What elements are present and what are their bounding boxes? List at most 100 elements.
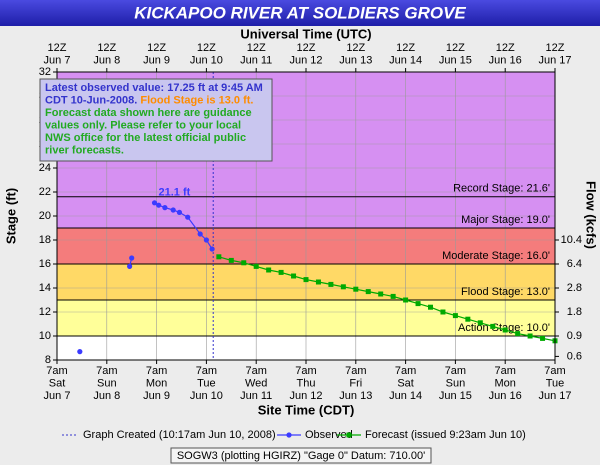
x2-tick-label: 12Z (446, 42, 465, 54)
marker (527, 333, 533, 339)
y-tick-label: 32 (39, 66, 51, 78)
marker (315, 279, 321, 285)
marker (228, 257, 234, 263)
x2-tick-label: 12Z (346, 42, 365, 54)
x-tick-label: Thu (297, 377, 316, 389)
footer: SOGW3 (plotting HGIRZ) "Gage 0" Datum: 7… (177, 450, 425, 462)
marker (156, 202, 162, 208)
marker (390, 293, 396, 299)
y2-axis-title: Flow (kcfs) (584, 181, 599, 249)
x-tick-label: Fri (349, 377, 362, 389)
x-tick-label: Jun 11 (240, 390, 272, 402)
marker (303, 277, 309, 283)
plot-frame (56, 71, 556, 361)
x2-tick-label: 12Z (147, 42, 166, 54)
marker (340, 284, 346, 290)
marker (440, 309, 446, 315)
info-line: values only. Please refer to your local (45, 119, 241, 131)
y-tick-label: 16 (39, 258, 51, 270)
marker (127, 263, 133, 269)
x-tick-label: Jun 10 (190, 390, 223, 402)
x-tick-label: 7am (146, 365, 167, 377)
y-tick-label: 22 (39, 186, 51, 198)
marker (278, 269, 284, 275)
y-tick-label: 20 (39, 210, 51, 222)
info-box-frame (39, 78, 273, 162)
marker (129, 255, 135, 261)
marker (253, 263, 259, 269)
stage-label: Flood Stage: 13.0' (461, 286, 550, 298)
info-line: NWS office for the latest official publi… (45, 132, 246, 144)
y2-tick-label: 0.9 (567, 330, 582, 342)
x-tick-label: Jun 12 (289, 390, 322, 402)
marker (170, 207, 176, 213)
x2-tick-label: 12Z (97, 42, 116, 54)
marker (515, 331, 521, 337)
y-tick-label: 24 (39, 162, 51, 174)
info-box: Latest observed value: 17.25 ft at 9:45 … (39, 78, 273, 162)
marker (328, 281, 334, 287)
info-text: Latest observed value: 17.25 ft at 9:45 … (45, 82, 263, 94)
marker (540, 335, 546, 341)
x2-tick-label: 12Z (396, 42, 415, 54)
x-tick-label: Jun 17 (538, 390, 571, 402)
marker (452, 313, 458, 319)
x-tick-label: Sun (97, 377, 117, 389)
x2-tick-label: Jun 12 (289, 54, 322, 66)
x-tick-label: 7am (544, 365, 565, 377)
x2-tick-label: 12Z (48, 42, 67, 54)
x2-tick-label: 12Z (546, 42, 565, 54)
x-tick-label: 7am (345, 365, 366, 377)
x-tick-label: Wed (245, 377, 267, 389)
marker (353, 286, 359, 292)
chart-title: KICKAPOO RIVER AT SOLDIERS GROVE (134, 3, 466, 22)
x2-tick-label: Jun 10 (190, 54, 223, 66)
marker (197, 231, 203, 237)
x2-tick-label: 12Z (247, 42, 266, 54)
x-axis-title: Site Time (CDT) (258, 402, 355, 417)
x-tick-label: Tue (546, 377, 565, 389)
x-tick-label: 7am (395, 365, 416, 377)
x-tick-label: Jun 16 (489, 390, 522, 402)
x2-tick-label: Jun 13 (339, 54, 372, 66)
x2-tick-label: 12Z (197, 42, 216, 54)
x-tick-label: Sat (49, 377, 66, 389)
x-tick-label: Mon (146, 377, 167, 389)
x-tick-label: 7am (295, 365, 316, 377)
y-tick-label: 10 (39, 330, 51, 342)
x-tick-label: Jun 8 (93, 390, 120, 402)
marker (291, 273, 297, 279)
y2-tick-label: 2.8 (567, 282, 582, 294)
legend-label: Observed (305, 429, 353, 441)
legend-marker (286, 432, 292, 438)
y2-tick-label: 0.6 (567, 350, 582, 362)
marker (403, 297, 409, 303)
marker (241, 260, 247, 266)
x2-tick-label: Jun 8 (93, 54, 120, 66)
x-tick-label: Jun 15 (439, 390, 472, 402)
marker (365, 289, 371, 295)
x-tick-label: Jun 9 (143, 390, 170, 402)
y-axis-title: Stage (ft) (3, 188, 18, 244)
marker (428, 304, 433, 310)
x2-tick-label: Jun 16 (489, 54, 522, 66)
x-tick-label: Sat (397, 377, 414, 389)
marker (502, 327, 508, 333)
x2-axis-title: Universal Time (UTC) (240, 26, 371, 41)
marker (185, 214, 191, 220)
marker (378, 291, 384, 297)
y-tick-label: 12 (39, 306, 51, 318)
y2-tick-label: 1.8 (567, 306, 582, 318)
x-tick-label: 7am (445, 365, 466, 377)
marker (490, 323, 496, 329)
series-line (218, 256, 556, 342)
y-tick-label: 8 (45, 354, 51, 366)
x-tick-label: 7am (46, 365, 67, 377)
x-tick-label: Tue (197, 377, 216, 389)
info-line: Forecast data shown here are guidance (45, 107, 252, 119)
marker (209, 246, 215, 252)
info-line: CDT 10-Jun-2008. Flood Stage is 13.0 ft. (45, 94, 253, 106)
legend-marker (346, 432, 352, 438)
x2-tick-label: 12Z (297, 42, 316, 54)
